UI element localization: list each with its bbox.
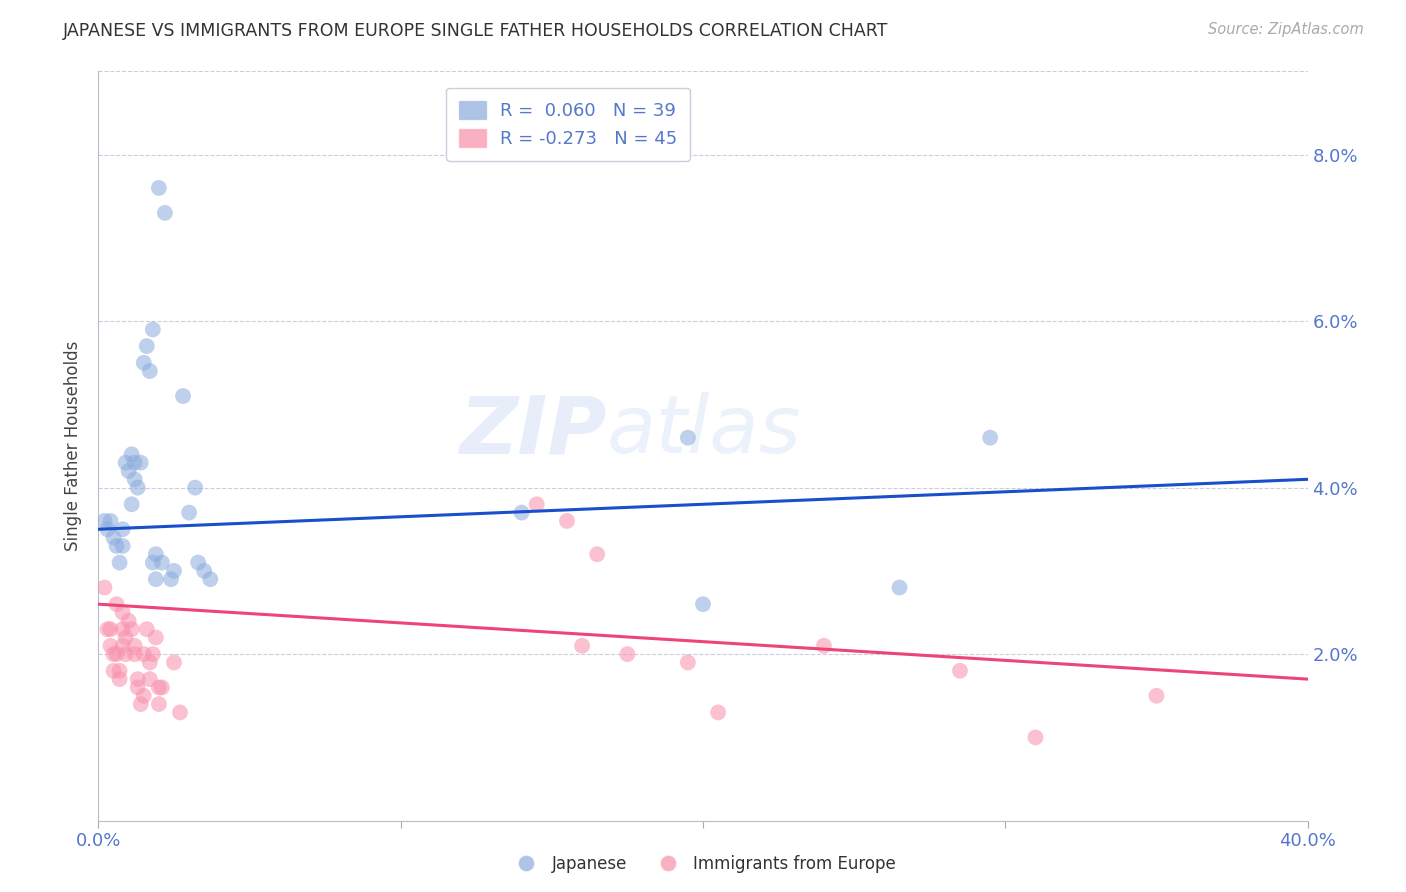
Text: ZIP: ZIP	[458, 392, 606, 470]
Point	[105, 597, 128, 611]
Point	[93, 581, 115, 595]
Point	[103, 664, 125, 678]
Text: Source: ZipAtlas.com: Source: ZipAtlas.com	[1208, 22, 1364, 37]
Legend: Japanese, Immigrants from Europe: Japanese, Immigrants from Europe	[503, 848, 903, 880]
Point	[150, 681, 173, 695]
Point	[142, 647, 165, 661]
Point	[127, 481, 149, 495]
Point	[114, 456, 136, 470]
Point	[105, 647, 128, 661]
Point	[200, 572, 222, 586]
Point	[114, 647, 136, 661]
Point	[111, 522, 134, 536]
Point	[121, 622, 143, 636]
Point	[121, 497, 143, 511]
Point	[169, 706, 191, 720]
Point	[124, 647, 146, 661]
Point	[184, 481, 207, 495]
Point	[692, 597, 714, 611]
Point	[121, 447, 143, 461]
Point	[111, 639, 134, 653]
Point	[142, 556, 165, 570]
Point	[148, 697, 170, 711]
Point	[124, 456, 146, 470]
Point	[150, 556, 173, 570]
Point	[129, 456, 152, 470]
Point	[114, 631, 136, 645]
Point	[118, 614, 141, 628]
Point	[93, 514, 115, 528]
Point	[949, 664, 972, 678]
Point	[163, 656, 186, 670]
Point	[555, 514, 578, 528]
Y-axis label: Single Father Households: Single Father Households	[65, 341, 83, 551]
Point	[813, 639, 835, 653]
Point	[676, 431, 699, 445]
Point	[707, 706, 730, 720]
Point	[172, 389, 194, 403]
Point	[132, 647, 155, 661]
Point	[108, 556, 131, 570]
Point	[103, 647, 125, 661]
Point	[979, 431, 1001, 445]
Point	[148, 681, 170, 695]
Point	[127, 681, 149, 695]
Point	[96, 622, 118, 636]
Point	[160, 572, 183, 586]
Point	[111, 622, 134, 636]
Point	[139, 364, 162, 378]
Point	[108, 664, 131, 678]
Point	[145, 572, 167, 586]
Point	[111, 539, 134, 553]
Point	[103, 531, 125, 545]
Point	[118, 464, 141, 478]
Point	[193, 564, 215, 578]
Point	[616, 647, 638, 661]
Point	[676, 656, 699, 670]
Point	[145, 631, 167, 645]
Point	[153, 206, 176, 220]
Point	[96, 522, 118, 536]
Point	[124, 639, 146, 653]
Text: JAPANESE VS IMMIGRANTS FROM EUROPE SINGLE FATHER HOUSEHOLDS CORRELATION CHART: JAPANESE VS IMMIGRANTS FROM EUROPE SINGL…	[63, 22, 889, 40]
Point	[889, 581, 911, 595]
Point	[510, 506, 533, 520]
Point	[139, 672, 162, 686]
Point	[135, 622, 157, 636]
Point	[148, 181, 170, 195]
Point	[129, 697, 152, 711]
Point	[132, 689, 155, 703]
Point	[571, 639, 593, 653]
Point	[139, 656, 162, 670]
Point	[100, 622, 122, 636]
Point	[187, 556, 209, 570]
Point	[586, 547, 609, 561]
Point	[135, 339, 157, 353]
Point	[100, 514, 122, 528]
Point	[1144, 689, 1167, 703]
Point	[105, 539, 128, 553]
Point	[108, 672, 131, 686]
Point	[163, 564, 186, 578]
Point	[127, 672, 149, 686]
Point	[100, 639, 122, 653]
Point	[132, 356, 155, 370]
Point	[145, 547, 167, 561]
Point	[526, 497, 548, 511]
Point	[179, 506, 201, 520]
Text: atlas: atlas	[606, 392, 801, 470]
Point	[124, 472, 146, 486]
Point	[1024, 731, 1046, 745]
Point	[111, 606, 134, 620]
Point	[142, 322, 165, 336]
